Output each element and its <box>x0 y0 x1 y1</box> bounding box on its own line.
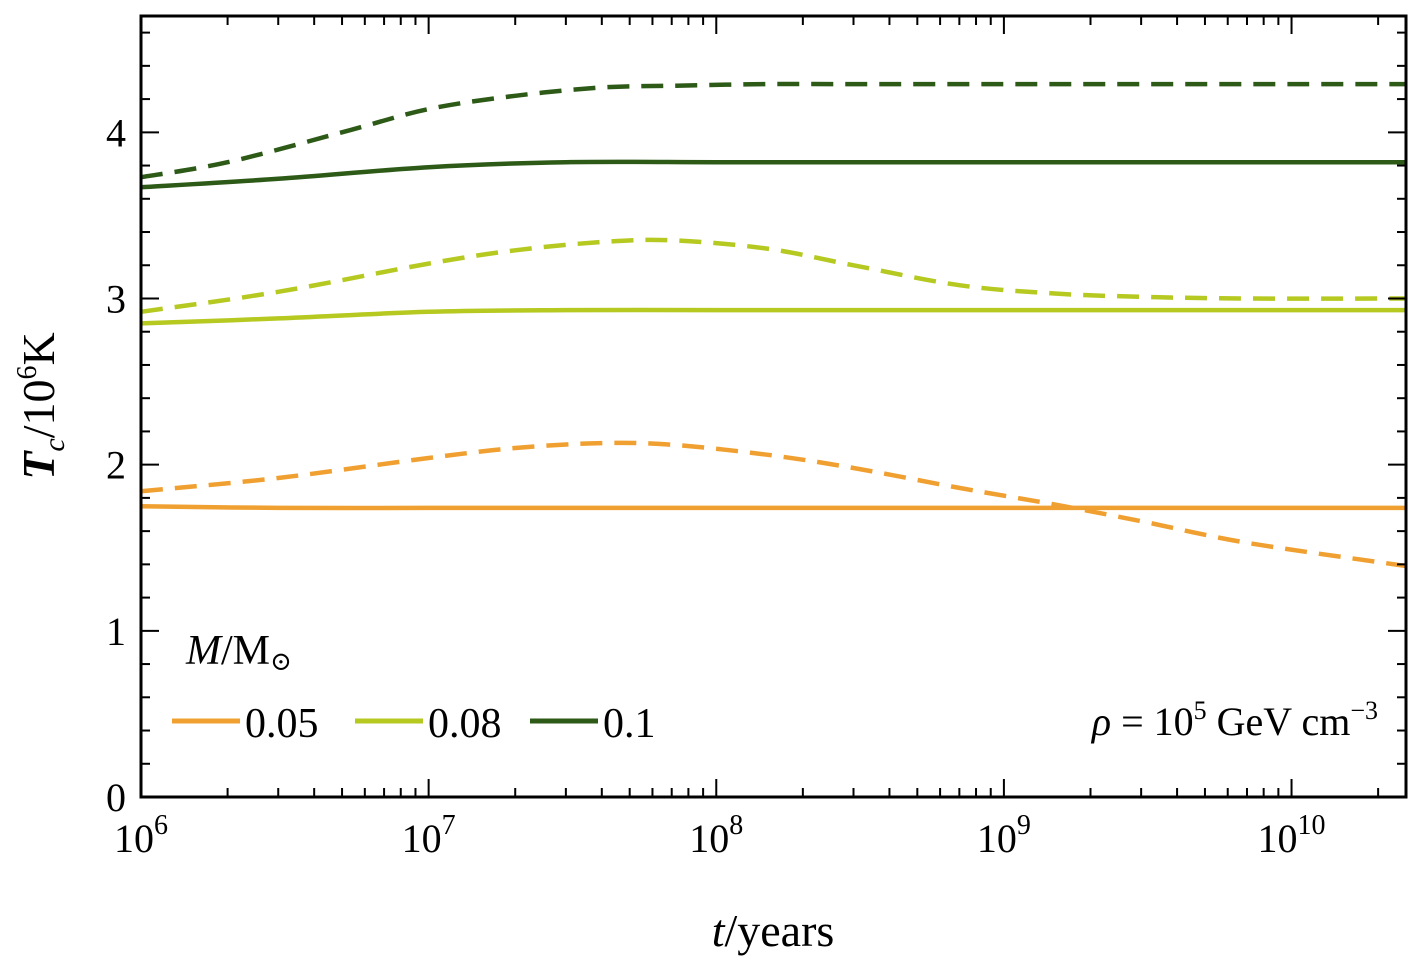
legend-label: 0.08 <box>428 701 502 747</box>
legend-label: 0.05 <box>245 701 319 747</box>
y-tick-label: 0 <box>106 775 126 820</box>
legend-title: M/M⊙ <box>185 628 292 676</box>
plot-frame <box>139 14 1408 799</box>
y-axis-label: Tc/106K <box>12 332 71 479</box>
density-annotation: ρ = 105 GeV cm−3 <box>1090 696 1378 744</box>
y-tick-label: 4 <box>106 110 126 155</box>
x-tick-label: 107 <box>402 810 456 861</box>
y-tick-label: 2 <box>106 443 126 488</box>
x-axis-label: t/years <box>712 905 835 956</box>
series-line-dashed-1-dashed <box>140 440 1407 569</box>
series-line-dashed-3-dashed <box>140 237 1407 315</box>
series-line-dashed-5-dashed <box>140 81 1406 180</box>
legend-label: 0.1 <box>603 701 656 747</box>
series-line-0-05-solid <box>140 503 1406 511</box>
x-tick-label: 106 <box>114 810 168 861</box>
x-tick-label: 1010 <box>1258 810 1326 861</box>
y-tick-label: 1 <box>106 609 126 654</box>
series-line-0-08-solid <box>140 307 1406 326</box>
legend: M/M⊙ 0.05 0.08 0.1 <box>172 628 656 747</box>
series-line-0-1-solid <box>140 159 1406 190</box>
x-tick-label: 108 <box>689 810 743 861</box>
x-tick-label: 109 <box>977 810 1031 861</box>
y-tick-label: 3 <box>106 276 126 321</box>
